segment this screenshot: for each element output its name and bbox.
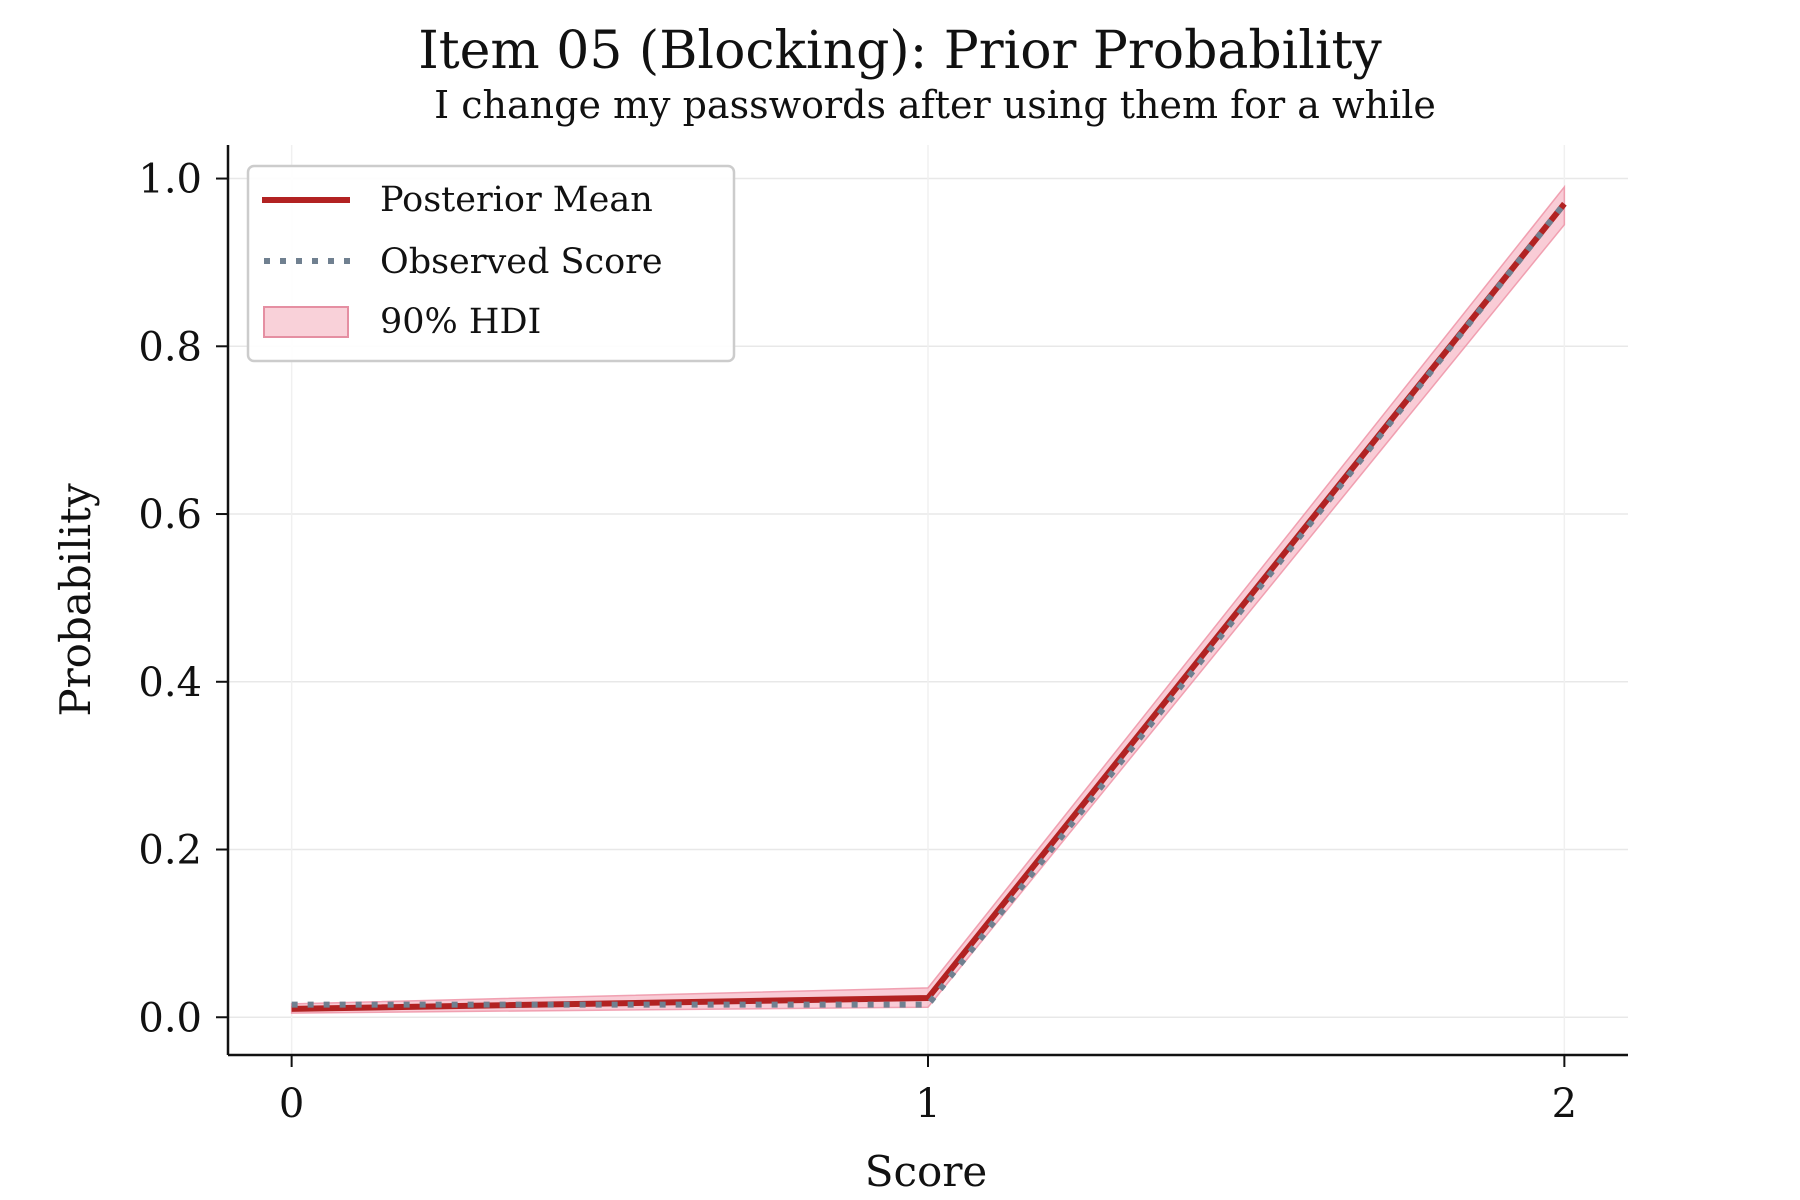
y-tick-label: 0.0: [138, 995, 202, 1041]
legend-label-posterior-mean: Posterior Mean: [380, 180, 653, 220]
legend-label-hdi: 90% HDI: [380, 302, 541, 342]
tick-layer: 0.0 0.2 0.4 0.6 0.8 1.0 0 1 2: [138, 157, 1577, 1127]
x-tick-label: 1: [915, 1081, 940, 1127]
legend-frame: [246, 164, 736, 363]
y-axis-label: Probability: [51, 483, 100, 717]
x-tick-label: 2: [1552, 1081, 1577, 1127]
y-tick-label: 0.2: [138, 828, 202, 874]
series-layer: [291, 201, 1567, 1012]
chart-subtitle: I change my passwords after using them f…: [434, 83, 1436, 127]
y-tick-label: 0.8: [138, 324, 202, 370]
hdi-band: [290, 184, 1566, 1014]
y-tick-label: 0.4: [138, 660, 202, 706]
chart-title: Item 05 (Blocking): Prior Probability: [418, 21, 1382, 81]
legend: Posterior Mean Observed Score 90% HDI: [246, 164, 736, 363]
legend-label-observed-score: Observed Score: [380, 242, 663, 282]
legend-swatch-hdi: [263, 306, 349, 338]
x-axis-label: Score: [865, 1147, 988, 1196]
hdi-band-layer: [290, 184, 1566, 1014]
y-tick-label: 0.6: [138, 492, 202, 538]
series-line-observed-score: [291, 201, 1567, 1008]
x-tick-label: 0: [279, 1081, 304, 1127]
y-tick-label: 1.0: [138, 157, 202, 203]
